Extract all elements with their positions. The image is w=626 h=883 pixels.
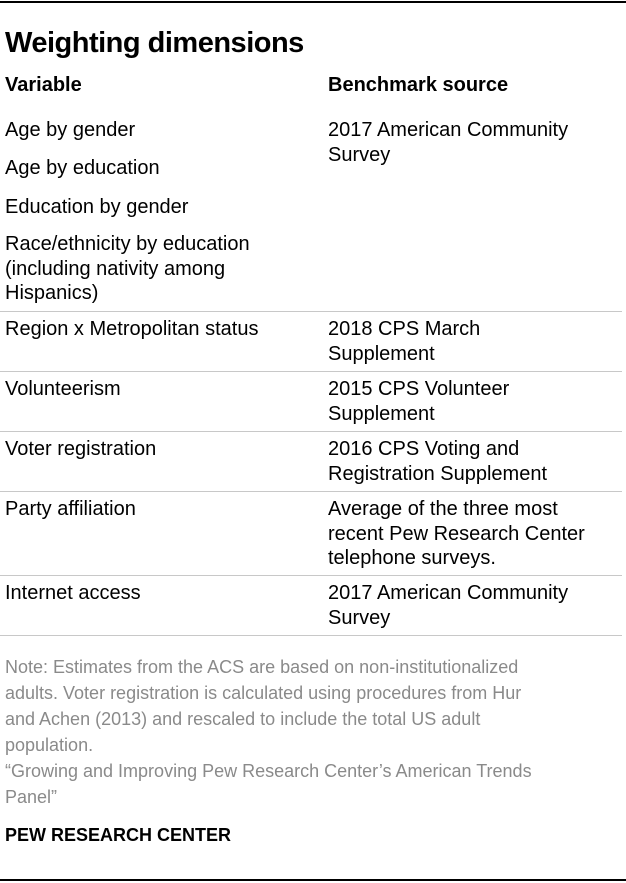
source-line: Survey xyxy=(328,606,391,629)
footnote: Note: Estimates from the ACS are based o… xyxy=(5,654,532,810)
variable-item: Internet access xyxy=(5,582,141,604)
note-line: and Achen (2013) and rescaled to include… xyxy=(5,709,481,729)
source-line: 2015 CPS Volunteer xyxy=(328,378,510,400)
table-cell-variable: Voter registration xyxy=(5,437,156,462)
page-title: Weighting dimensions xyxy=(5,27,304,59)
bottom-rule xyxy=(0,879,626,881)
variable-item: (including nativity among xyxy=(5,257,226,280)
source-line: recent Pew Research Center xyxy=(328,522,585,545)
variable-item: Volunteerism xyxy=(5,378,121,400)
source-line: 2017 American Community xyxy=(328,119,569,141)
citation-line: Panel” xyxy=(5,787,58,807)
variable-item: Education by gender xyxy=(5,196,189,218)
column-header-variable: Variable xyxy=(5,74,82,96)
variable-item: Region x Metropolitan status xyxy=(5,318,259,340)
table-cell-variable: Age by gender xyxy=(5,118,135,143)
variable-item: Voter registration xyxy=(5,438,157,460)
table-cell-variable: Volunteerism xyxy=(5,377,121,402)
table-cell-variable: Party affiliation xyxy=(5,497,136,522)
source-line: 2016 CPS Voting and xyxy=(328,438,520,460)
row-divider xyxy=(0,491,622,492)
row-divider xyxy=(0,311,622,312)
source-line: telephone surveys. xyxy=(328,547,496,569)
table-cell-variable: Region x Metropolitan status xyxy=(5,317,258,342)
table-cell-source: 2017 American Community Survey xyxy=(328,581,568,630)
table-cell-variable: Age by education xyxy=(5,156,160,181)
note-line: population. xyxy=(5,735,94,755)
variable-item: Hispanics) xyxy=(5,282,99,304)
table-cell-source: 2017 American Community Survey xyxy=(328,118,568,167)
row-divider xyxy=(0,431,622,432)
table-cell-variable: Internet access xyxy=(5,581,141,606)
row-divider xyxy=(0,575,622,576)
source-line: 2018 CPS March xyxy=(328,318,481,340)
citation-line: “Growing and Improving Pew Research Cent… xyxy=(5,761,532,781)
table-cell-source: 2018 CPS March Supplement xyxy=(328,317,480,366)
variable-item: Age by education xyxy=(5,157,160,179)
row-divider xyxy=(0,635,622,636)
note-line: Note: Estimates from the ACS are based o… xyxy=(5,657,519,677)
top-rule xyxy=(0,1,626,3)
brand-label: PEW RESEARCH CENTER xyxy=(5,825,232,845)
table-cell-source: 2016 CPS Voting and Registration Supplem… xyxy=(328,437,547,486)
table-cell-variable: Race/ethnicity by education (including n… xyxy=(5,232,250,306)
source-line: Registration Supplement xyxy=(328,462,548,485)
source-line: Supplement xyxy=(328,402,435,425)
table-cell-source: 2015 CPS Volunteer Supplement xyxy=(328,377,509,426)
source-line: Average of the three most xyxy=(328,498,558,520)
source-line: Supplement xyxy=(328,342,435,365)
table-cell-source: Average of the three most recent Pew Res… xyxy=(328,497,585,571)
table-cell-variable: Education by gender xyxy=(5,195,188,220)
source-line: Survey xyxy=(328,143,391,166)
row-divider xyxy=(0,371,622,372)
column-header-source: Benchmark source xyxy=(328,74,509,96)
source-line: 2017 American Community xyxy=(328,582,569,604)
variable-item: Race/ethnicity by education xyxy=(5,233,250,255)
variable-item: Party affiliation xyxy=(5,498,136,520)
variable-item: Age by gender xyxy=(5,119,136,141)
note-line: adults. Voter registration is calculated… xyxy=(5,683,522,703)
